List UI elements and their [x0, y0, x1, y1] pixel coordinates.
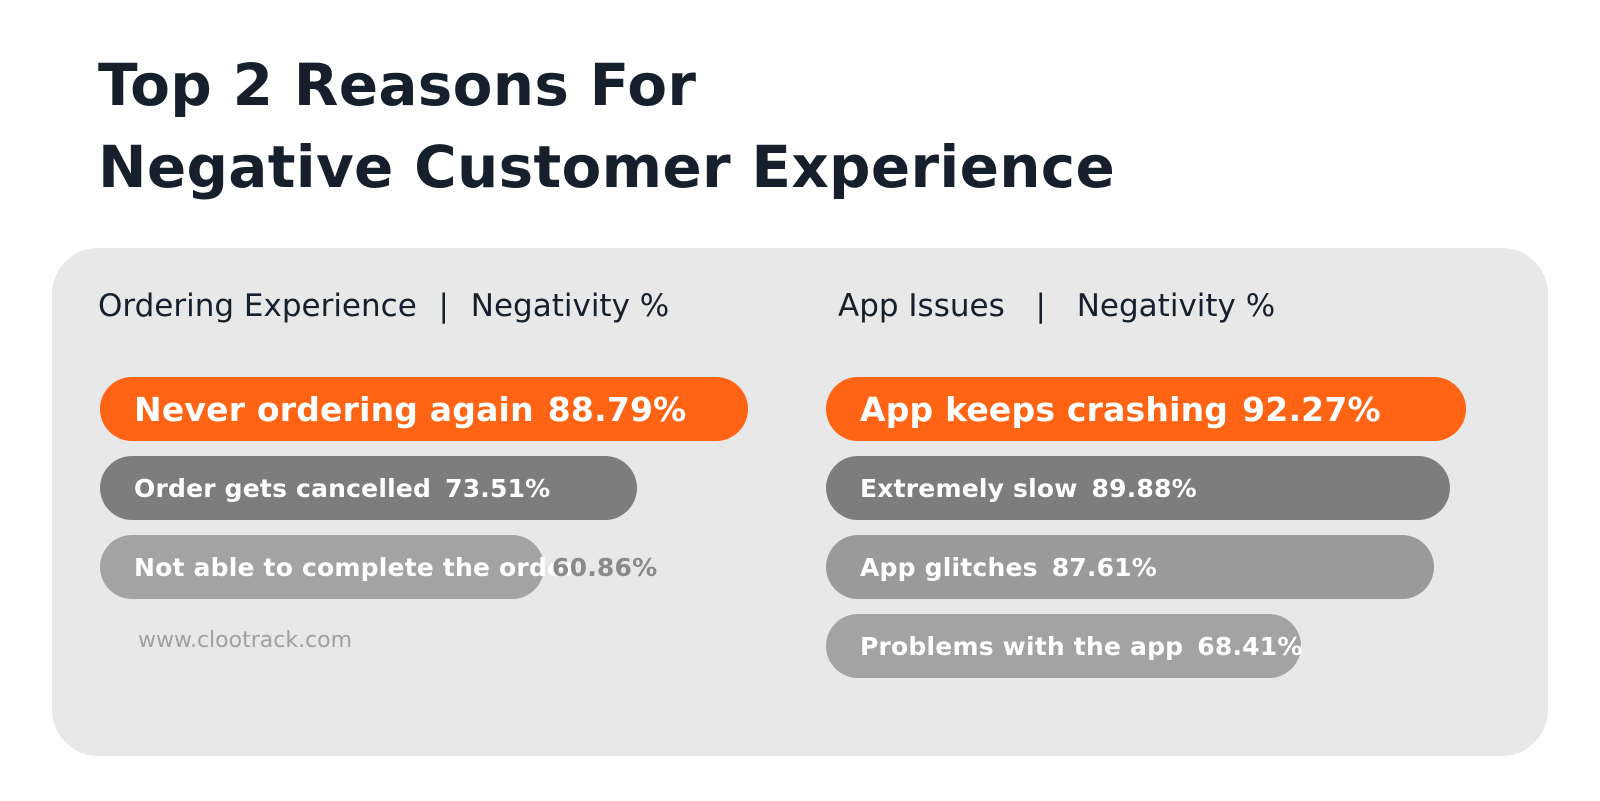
website-watermark: www.clootrack.com — [138, 628, 353, 653]
ordering-experience-header: Ordering Experience | Negativity % — [98, 286, 669, 326]
chart-title-line-1: Top 2 Reasons For — [98, 51, 697, 119]
ordering-experience-value-label: Negativity % — [470, 288, 670, 324]
app-issues-header: App Issues | Negativity % — [838, 286, 1275, 326]
app-issues-separator: | — [1035, 288, 1046, 324]
chart-title-line-2: Negative Customer Experience — [98, 133, 1116, 201]
ordering-experience-category-label: Ordering Experience — [98, 288, 417, 324]
ordering-experience-separator: | — [438, 288, 449, 324]
app-issues-category-label: App Issues — [838, 288, 1005, 324]
chart-title: Top 2 Reasons For Negative Customer Expe… — [98, 44, 1115, 208]
app-issues-value-label: Negativity % — [1076, 288, 1276, 324]
